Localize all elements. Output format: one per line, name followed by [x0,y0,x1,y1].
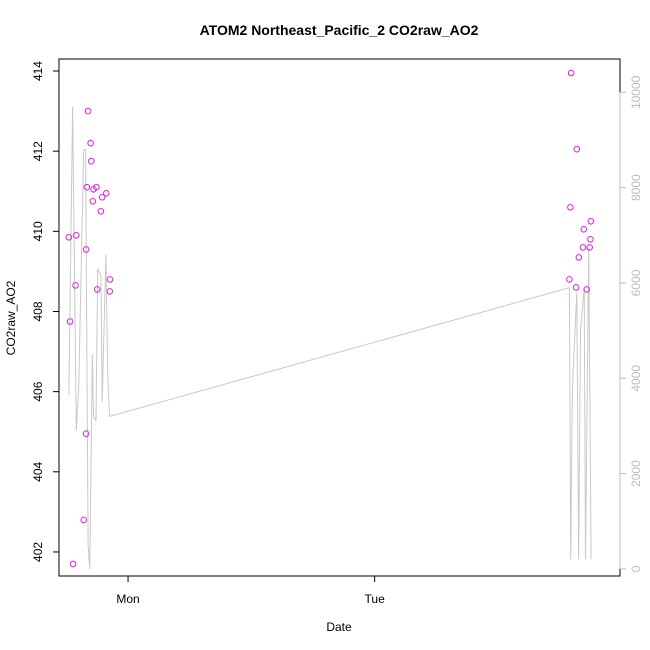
data-point [587,218,595,225]
y-tick-label: 412 [31,141,45,161]
data-point [87,139,94,147]
data-point [586,244,594,251]
secondary-tick-label: 4000 [629,365,643,392]
data-point [65,234,73,241]
y-tick-label: 404 [31,461,45,481]
data-point [88,157,95,165]
y-tick-label: 408 [31,301,45,321]
secondary-line-layer [68,106,592,569]
x-axis: Mon Tue [116,575,386,606]
data-point [580,226,588,233]
y-axis-left: 402 404 406 408 410 412 414 [31,61,60,562]
data-point [566,276,573,283]
data-point [583,286,591,293]
secondary-tick-label: 10000 [629,75,643,109]
data-point [579,244,587,251]
y-axis-label: CO2raw_AO2 [4,280,18,355]
data-point [93,183,100,191]
secondary-tick-label: 6000 [629,269,643,296]
data-point [587,236,594,243]
plot-frame [58,58,621,577]
data-point [82,246,90,253]
secondary-tick-label: 8000 [629,174,643,201]
data-point [83,183,91,191]
data-point [567,69,575,77]
data-point [84,107,92,115]
y-tick-label: 414 [31,61,45,81]
y-tick-label: 402 [31,542,45,562]
data-point [103,190,110,197]
y-tick-label: 410 [31,221,45,241]
data-point [575,254,583,261]
data-point [106,288,114,295]
data-point [69,560,77,568]
y-tick-label: 406 [31,381,45,401]
data-point [573,145,581,153]
secondary-tick-label: 2000 [629,460,643,487]
scatter-points-layer [65,69,595,568]
x-tick-label: Tue [365,592,386,606]
y-axis-right: 0 2000 4000 6000 8000 10000 [619,75,643,572]
data-point [567,204,574,211]
x-axis-label: Date [326,620,352,634]
data-point [106,276,114,283]
secondary-tick-label: 0 [629,565,643,572]
data-point [572,284,580,291]
data-point [73,232,80,239]
data-point [89,198,97,205]
data-point [93,286,101,293]
secondary-series-line [68,106,592,569]
data-point [80,516,87,524]
data-point [66,318,74,325]
data-point [72,282,79,289]
chart-title: ATOM2 Northeast_Pacific_2 CO2raw_AO2 [200,22,479,38]
data-point [97,208,105,215]
data-point [98,194,106,201]
x-tick-label: Mon [116,592,139,606]
data-point [82,430,90,438]
